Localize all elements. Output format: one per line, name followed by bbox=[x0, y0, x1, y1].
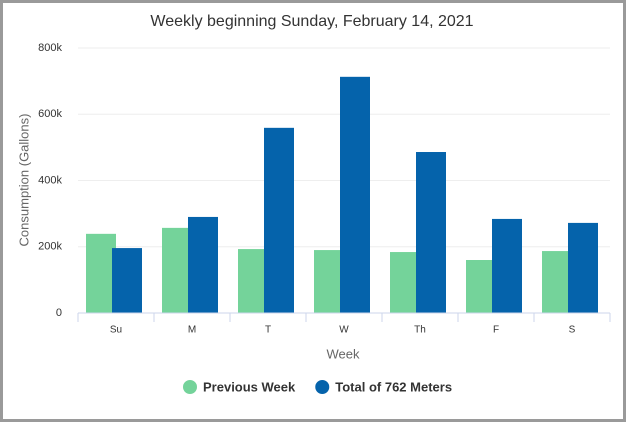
legend-swatch bbox=[315, 380, 330, 394]
bar bbox=[314, 250, 344, 313]
x-tick-label: Su bbox=[110, 325, 122, 336]
legend-label: Total of 762 Meters bbox=[335, 379, 452, 394]
bar bbox=[188, 216, 218, 313]
bar bbox=[542, 251, 572, 313]
x-tick-label: Th bbox=[414, 325, 426, 336]
bar bbox=[568, 222, 598, 313]
bar bbox=[112, 248, 142, 313]
bar bbox=[416, 152, 446, 313]
bar bbox=[162, 227, 192, 313]
bar bbox=[466, 260, 496, 313]
bar bbox=[264, 127, 294, 313]
y-tick-label: 600k bbox=[38, 108, 62, 120]
bar bbox=[390, 252, 420, 313]
bar bbox=[492, 218, 522, 313]
legend-swatch bbox=[183, 380, 197, 394]
y-tick-label: 800k bbox=[38, 42, 62, 54]
y-tick-label: 200k bbox=[38, 241, 62, 253]
x-tick-label: S bbox=[569, 325, 576, 336]
x-axis-label: Week bbox=[327, 346, 360, 361]
x-tick-label: F bbox=[493, 325, 499, 336]
x-tick-label: T bbox=[265, 325, 271, 336]
y-tick-label: 400k bbox=[38, 174, 62, 186]
x-tick-label: M bbox=[188, 325, 196, 336]
bar bbox=[340, 76, 370, 313]
bar bbox=[238, 249, 268, 313]
x-tick-label: W bbox=[339, 325, 349, 336]
legend-label: Previous Week bbox=[203, 379, 296, 394]
y-tick-label: 0 bbox=[56, 307, 62, 319]
bar bbox=[86, 233, 116, 313]
chart-title: Weekly beginning Sunday, February 14, 20… bbox=[150, 13, 473, 30]
y-axis-label: Consumption (Gallons) bbox=[16, 114, 31, 247]
